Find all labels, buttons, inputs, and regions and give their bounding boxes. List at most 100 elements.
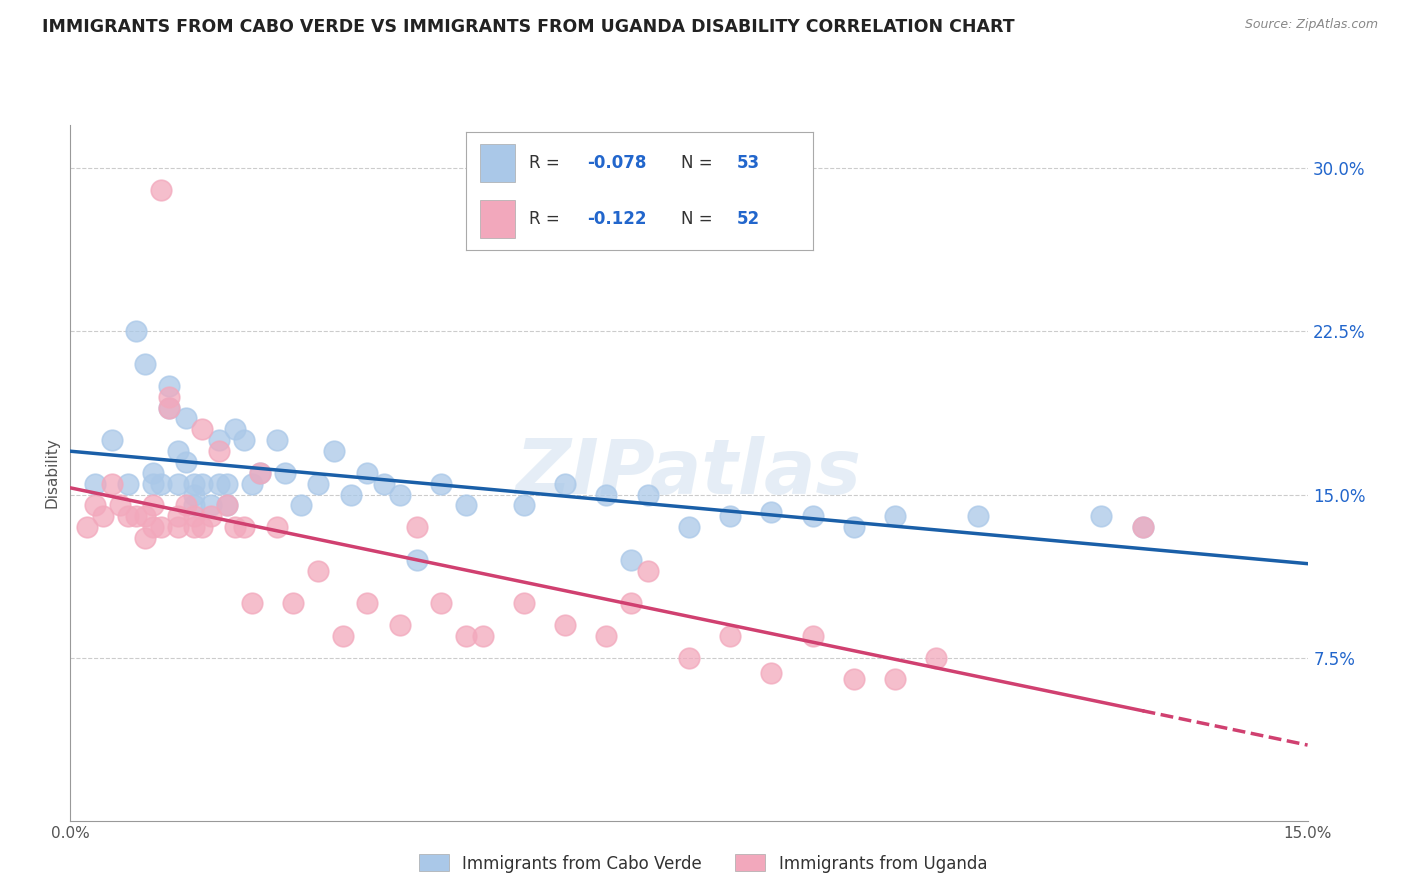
Point [134,531,156,545]
Point [966,509,988,524]
Point [471,629,494,643]
Point [761,665,783,680]
Point [157,401,180,415]
Point [595,629,617,643]
Point [215,499,238,513]
Point [281,596,304,610]
Point [430,596,453,610]
Point [332,629,354,643]
Point [191,422,214,436]
Point [224,422,246,436]
Point [166,444,188,458]
Point [513,596,536,610]
Point [108,499,131,513]
Point [842,520,865,534]
Point [191,476,214,491]
Point [208,476,231,491]
Point [224,520,246,534]
Point [290,499,312,513]
Point [389,487,412,501]
Point [134,509,156,524]
Point [884,673,907,687]
Point [157,378,180,392]
Text: ZIPatlas: ZIPatlas [516,436,862,509]
Point [142,466,165,480]
Point [208,433,231,447]
Point [761,505,783,519]
Point [125,509,148,524]
Point [150,183,173,197]
Point [620,596,643,610]
Y-axis label: Disability: Disability [44,437,59,508]
Point [554,618,576,632]
Point [174,411,197,425]
Text: IMMIGRANTS FROM CABO VERDE VS IMMIGRANTS FROM UGANDA DISABILITY CORRELATION CHAR: IMMIGRANTS FROM CABO VERDE VS IMMIGRANTS… [42,18,1015,36]
Point [637,564,659,578]
Point [339,487,361,501]
Point [166,509,188,524]
Point [801,509,824,524]
Point [678,650,700,665]
Point [430,476,453,491]
Point [405,552,427,567]
Point [240,476,263,491]
Point [637,487,659,501]
Point [208,444,231,458]
Point [150,476,173,491]
Point [117,476,139,491]
Point [232,520,254,534]
Point [373,476,395,491]
Point [142,499,165,513]
Point [76,520,98,534]
Point [240,596,263,610]
Point [215,499,238,513]
Point [125,325,148,339]
Point [249,466,271,480]
Point [554,476,576,491]
Point [1132,520,1154,534]
Point [100,433,122,447]
Point [323,444,346,458]
Point [215,476,238,491]
Point [456,499,478,513]
Point [157,401,180,415]
Point [183,499,205,513]
Point [200,499,222,513]
Point [166,476,188,491]
Point [801,629,824,643]
Point [100,476,122,491]
Point [142,520,165,534]
Point [200,509,222,524]
Point [174,499,197,513]
Point [620,552,643,567]
Point [183,520,205,534]
Point [513,499,536,513]
Point [249,466,271,480]
Point [405,520,427,534]
Point [389,618,412,632]
Point [842,673,865,687]
Point [356,596,378,610]
Point [157,390,180,404]
Point [595,487,617,501]
Text: Source: ZipAtlas.com: Source: ZipAtlas.com [1244,18,1378,31]
Point [142,476,165,491]
Point [307,476,329,491]
Point [307,564,329,578]
Point [183,487,205,501]
Legend: Immigrants from Cabo Verde, Immigrants from Uganda: Immigrants from Cabo Verde, Immigrants f… [412,847,994,880]
Point [232,433,254,447]
Point [183,509,205,524]
Point [183,476,205,491]
Point [150,520,173,534]
Point [678,520,700,534]
Point [718,509,741,524]
Point [718,629,741,643]
Point [84,499,107,513]
Point [117,509,139,524]
Point [266,433,288,447]
Point [884,509,907,524]
Point [84,476,107,491]
Point [925,650,948,665]
Point [191,520,214,534]
